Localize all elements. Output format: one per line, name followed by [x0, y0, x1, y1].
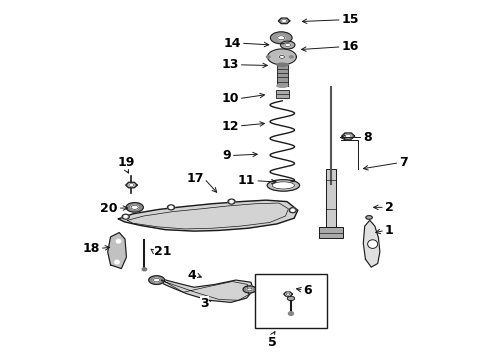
Polygon shape	[283, 292, 292, 296]
Ellipse shape	[287, 296, 294, 301]
Ellipse shape	[116, 239, 121, 243]
Ellipse shape	[169, 206, 172, 208]
Ellipse shape	[266, 180, 299, 191]
Polygon shape	[118, 200, 297, 231]
Ellipse shape	[124, 216, 127, 218]
Polygon shape	[125, 182, 137, 188]
Ellipse shape	[288, 208, 296, 213]
Ellipse shape	[243, 286, 256, 293]
Text: 6: 6	[303, 284, 311, 297]
Polygon shape	[153, 277, 253, 302]
Text: 13: 13	[221, 58, 238, 71]
Text: 2: 2	[384, 201, 393, 214]
Text: 12: 12	[221, 120, 238, 132]
Ellipse shape	[115, 260, 119, 264]
Polygon shape	[278, 18, 289, 24]
Text: 7: 7	[399, 156, 407, 169]
Bar	[276, 90, 288, 98]
Text: 17: 17	[186, 172, 204, 185]
Text: 20: 20	[100, 202, 118, 215]
Ellipse shape	[345, 135, 350, 138]
Ellipse shape	[288, 312, 293, 315]
Text: 11: 11	[237, 174, 255, 187]
Ellipse shape	[365, 216, 371, 219]
Ellipse shape	[277, 36, 284, 40]
Ellipse shape	[129, 184, 134, 186]
Bar	[255, 274, 326, 328]
Ellipse shape	[291, 209, 294, 211]
Ellipse shape	[122, 214, 129, 219]
Text: 16: 16	[341, 40, 358, 53]
Text: 18: 18	[82, 242, 100, 255]
Ellipse shape	[284, 44, 290, 46]
Text: 21: 21	[153, 245, 171, 258]
Ellipse shape	[126, 203, 143, 212]
Text: 15: 15	[341, 13, 359, 26]
Polygon shape	[363, 220, 379, 267]
Text: 5: 5	[267, 336, 276, 348]
Ellipse shape	[272, 182, 294, 189]
Ellipse shape	[230, 201, 232, 203]
Text: 14: 14	[223, 37, 241, 50]
Text: 8: 8	[363, 131, 371, 144]
Ellipse shape	[227, 199, 235, 204]
Ellipse shape	[276, 63, 287, 66]
Bar	[325, 169, 335, 227]
Ellipse shape	[281, 19, 286, 22]
Ellipse shape	[266, 56, 269, 58]
Ellipse shape	[276, 84, 287, 87]
Ellipse shape	[131, 205, 138, 210]
Ellipse shape	[280, 41, 294, 49]
Ellipse shape	[270, 32, 291, 44]
Text: 10: 10	[221, 92, 238, 105]
Polygon shape	[341, 133, 354, 139]
Text: 4: 4	[187, 269, 196, 282]
Text: 19: 19	[118, 156, 135, 169]
Ellipse shape	[246, 288, 251, 291]
Bar	[276, 65, 287, 86]
Bar	[318, 227, 343, 238]
Text: 9: 9	[222, 149, 230, 162]
Ellipse shape	[153, 278, 160, 282]
Ellipse shape	[279, 55, 284, 58]
Ellipse shape	[289, 56, 292, 58]
Text: 3: 3	[200, 297, 209, 310]
Ellipse shape	[285, 293, 289, 295]
Polygon shape	[267, 49, 296, 65]
Polygon shape	[107, 233, 126, 269]
Ellipse shape	[367, 240, 377, 248]
Ellipse shape	[167, 205, 174, 210]
Ellipse shape	[148, 276, 164, 284]
Ellipse shape	[142, 268, 146, 271]
Text: 1: 1	[384, 224, 393, 237]
